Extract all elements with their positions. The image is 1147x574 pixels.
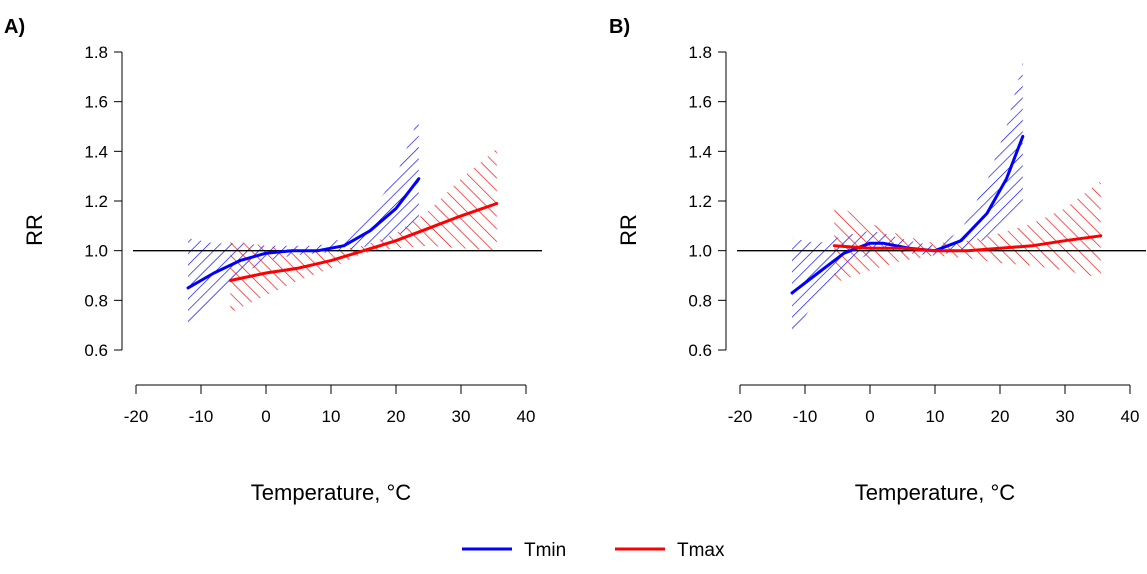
x-tick-label: -10 [793, 407, 818, 426]
y-tick-label: 1.4 [688, 142, 712, 161]
y-tick-label: 1.8 [84, 43, 108, 62]
x-tick-label: 20 [991, 407, 1010, 426]
y-tick-label: 1.2 [688, 192, 712, 211]
x-axis-title: Temperature, °C [251, 480, 412, 505]
ci-band-tmax [230, 148, 497, 313]
y-tick-label: 1.0 [688, 242, 712, 261]
ci-band-tmax [834, 181, 1101, 283]
y-tick-label: 0.6 [688, 341, 712, 360]
x-tick-label: -20 [728, 407, 753, 426]
y-tick-label: 0.6 [84, 341, 108, 360]
x-tick-label: 10 [926, 407, 945, 426]
x-tick-label: 0 [261, 407, 270, 426]
series-line-tmax [228, 202, 499, 282]
legend: Tmin Tmax [462, 540, 725, 561]
x-tick-label: 40 [517, 407, 536, 426]
ci-band-tmin [792, 61, 1023, 336]
y-axis-title: RR [22, 214, 47, 246]
legend-label-tmin: Tmin [524, 540, 566, 561]
legend-label-tmax: Tmax [677, 540, 725, 561]
x-tick-label: -10 [189, 407, 214, 426]
x-tick-label: 40 [1121, 407, 1140, 426]
plot-area: 0.6 0.8 1.0 1.2 1.4 1.6 1.8 -20 -10 0 10 20 30 40 [688, 43, 1146, 426]
y-axis-title: RR [616, 214, 641, 246]
y-tick-label: 0.8 [688, 291, 712, 310]
panel-b: B) RR Temperature, °C 0.6 0.8 1.0 1.2 1.4 1.6… [609, 16, 1146, 505]
series-line-tmax [832, 234, 1103, 253]
x-tick-label: 0 [865, 407, 874, 426]
y-tick-label: 1.6 [688, 93, 712, 112]
panel-a: A) RR Temperature, °C 0.6 0.8 1.0 1.2 1.4 1.6… [4, 16, 542, 505]
y-tick-label: 0.8 [84, 291, 108, 310]
x-tick-label: 30 [1056, 407, 1075, 426]
y-tick-label: 1.2 [84, 192, 108, 211]
x-tick-label: -20 [124, 407, 149, 426]
y-tick-label: 1.0 [84, 242, 108, 261]
x-tick-label: 30 [452, 407, 471, 426]
x-tick-label: 10 [322, 407, 341, 426]
series-line-tmin [186, 177, 421, 290]
y-tick-label: 1.4 [84, 142, 108, 161]
y-tick-label: 1.8 [688, 43, 712, 62]
panel-label: A) [4, 16, 25, 38]
y-tick-label: 1.6 [84, 93, 108, 112]
ci-band-tmin [188, 116, 419, 326]
x-axis-title: Temperature, °C [855, 480, 1016, 505]
panel-label: B) [609, 16, 630, 38]
plot-area: 0.6 0.8 1.0 1.2 1.4 1.6 1.8 -20 -10 0 10 20 30 40 [84, 43, 542, 426]
x-tick-label: 20 [387, 407, 406, 426]
